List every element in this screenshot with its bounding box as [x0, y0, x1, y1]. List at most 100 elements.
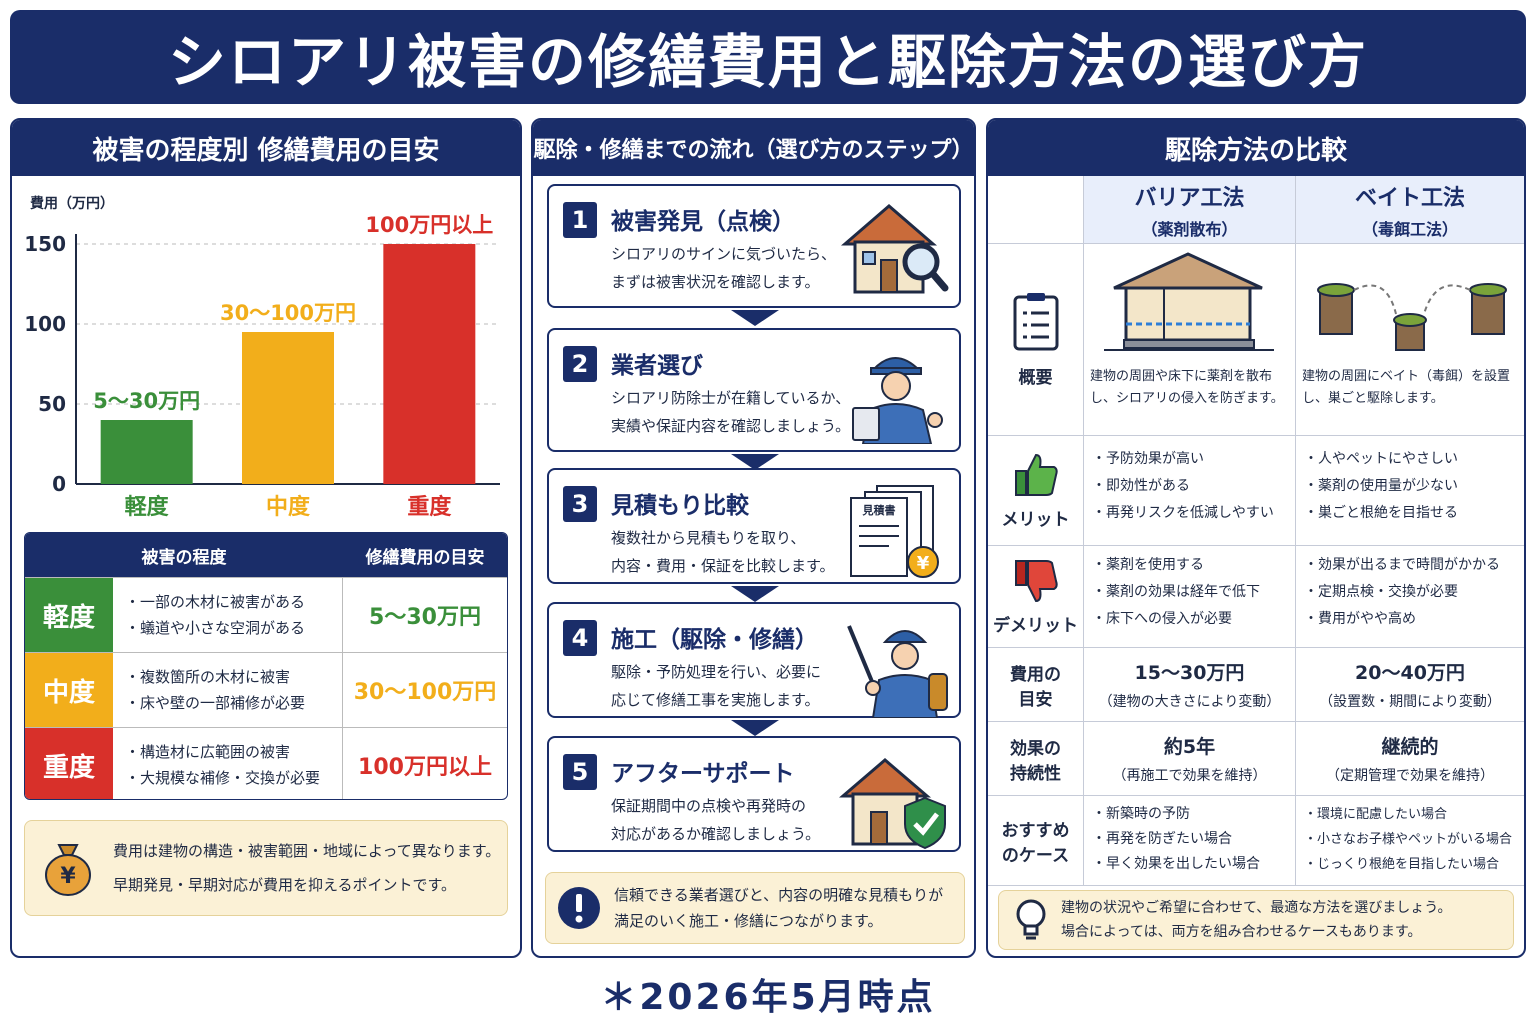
merit-label: メリット: [988, 436, 1084, 545]
flow-arrow: [731, 586, 779, 602]
checklist-icon: [1013, 293, 1058, 351]
overview-label: 概要: [988, 244, 1084, 435]
barrier-cost: 15〜30万円 （建物の大きさにより変動）: [1084, 648, 1296, 721]
step-title: 施工（駆除・修繕）: [611, 627, 818, 653]
bar-1: [100, 420, 193, 484]
step-number: 5: [563, 754, 597, 790]
damage-description: ・構造材に広範囲の被害 ・大規模な補修・交換が必要: [113, 728, 343, 799]
step-1: 1 被害発見（点検） シロアリのサインに気づいたら、 まずは被害状況を確認します。: [547, 184, 961, 308]
damage-level-label: 中度: [25, 653, 113, 727]
step-desc: 複数社から見積もりを取り、 内容・費用・保証を比較します。: [611, 529, 835, 575]
repair-cost: 30〜100万円: [353, 680, 497, 705]
step-desc: シロアリのサインに気づいたら、 まずは被害状況を確認します。: [611, 245, 837, 291]
step-number: 4: [563, 620, 597, 656]
flow-arrow: [731, 454, 779, 470]
title-bar: シロアリ被害の修繕費用と駆除方法の選び方: [10, 10, 1526, 104]
step-title: 見積もり比較: [611, 493, 749, 519]
y-tick-label: 150: [24, 232, 66, 256]
cost-label: 費用の 目安: [988, 648, 1084, 721]
step-desc: シロアリ防除士が在籍しているか、 実績や保証内容を確認しましょう。: [611, 389, 851, 435]
duration-row: 効果の 持続性 約5年 （再施工で効果を維持） 継続的 （定期管理で効果を維持）: [988, 722, 1524, 796]
repair-cost-header: 修繕費用の目安: [365, 547, 485, 568]
cost-panel-header: 被害の程度別 修繕費用の目安: [12, 120, 520, 176]
damage-table-row: 軽度 ・一部の木材に被害がある ・蟻道や小さな空洞がある 5〜30万円: [25, 577, 507, 652]
svg-text:¥: ¥: [60, 864, 76, 889]
bar-data-label: 30〜100万円: [220, 301, 356, 325]
compare-panel: 駆除方法の比較 バリア工法 （薬剤散布） ベイト工法 （毒餌工法） 概要: [986, 118, 1526, 958]
page-title: シロアリ被害の修繕費用と駆除方法の選び方: [167, 28, 1368, 96]
bar-2: [242, 332, 334, 484]
thumbs-down-icon: [1014, 560, 1058, 603]
step-3: 3 見積もり比較 複数社から見積もりを取り、 内容・費用・保証を比較します。 見積…: [547, 468, 961, 584]
damage-table-header: 被害の程度 修繕費用の目安: [25, 533, 507, 577]
bait-overview: 建物の周囲にベイト（毒餌）を設置し、巣ごと駆除します。: [1296, 244, 1524, 435]
house-shield-icon: [839, 758, 946, 850]
cost-note: ¥ 費用は建物の構造・被害範囲・地域によって異なります。 早期発見・早期対応が費…: [24, 820, 508, 916]
damage-table: 被害の程度 修繕費用の目安 軽度 ・一部の木材に被害がある ・蟻道や小さな空洞がある…: [24, 532, 508, 800]
x-category-label: 軽度: [125, 494, 170, 518]
yen-coin-symbol: ¥: [917, 553, 930, 574]
step-desc: 駆除・予防処理を行い、必要に 応じて修繕工事を実施します。: [611, 663, 822, 709]
duration-label: 効果の 持続性: [988, 722, 1084, 795]
step-desc: 保証期間中の点検や再発時の 対応があるか確認しましょう。: [611, 797, 821, 843]
step-5: 5 アフターサポート 保証期間中の点検や再発時の 対応があるか確認しましょう。: [547, 736, 961, 852]
bait-merits: ・人やペットにやさしい ・薬剤の使用量が少ない ・巣ごと根絶を目指せる: [1304, 451, 1458, 521]
worker-sprayer-icon: [847, 625, 948, 718]
step-title: 被害発見（点検）: [611, 209, 795, 235]
damage-table-row: 中度 ・複数箇所の木材に被害 ・床や壁の一部補修が必要 30〜100万円: [25, 652, 507, 727]
x-category-label: 重度: [407, 494, 452, 518]
damage-description: ・複数箇所の木材に被害 ・床や壁の一部補修が必要: [113, 653, 343, 727]
bar-data-label: 5〜30万円: [93, 389, 200, 413]
compare-panel-header: 駆除方法の比較: [988, 120, 1524, 176]
barrier-overview: 建物の周囲や床下に薬剤を散布し、シロアリの侵入を防ぎます。: [1084, 244, 1296, 435]
estimate-doc-label: 見積書: [862, 503, 896, 517]
step-4: 4 施工（駆除・修繕） 駆除・予防処理を行い、必要に 応じて修繕工事を実施します。: [547, 602, 961, 718]
estimate-documents-icon: 見積書 ¥: [850, 485, 939, 578]
flow-arrow: [731, 310, 779, 326]
bar-3: [383, 244, 476, 484]
barrier-merits: ・予防効果が高い ・即効性がある ・再発リスクを低減しやすい: [1084, 436, 1296, 545]
flow-panel: 駆除・修繕までの流れ（選び方のステップ） 1 被害発見（点検） シロアリのサイン…: [531, 118, 976, 958]
exclamation-icon: [558, 887, 600, 929]
damage-level-label: 軽度: [25, 578, 113, 652]
y-tick-label: 0: [52, 472, 66, 496]
step-2: 2 業者選び シロアリ防除士が在籍しているか、 実績や保証内容を確認しましょう。: [547, 328, 961, 452]
compare-corner: [988, 176, 1084, 243]
money-bag-icon: ¥: [45, 844, 91, 896]
barrier-house-illustration: [1104, 252, 1274, 351]
bar-data-label: 100万円以上: [365, 213, 493, 237]
compare-note-line2: 場合によっては、両方を組み合わせるケースもあります。: [1061, 924, 1422, 940]
compare-table: バリア工法 （薬剤散布） ベイト工法 （毒餌工法） 概要: [988, 176, 1524, 886]
bait-method-header: ベイト工法 （毒餌工法）: [1296, 176, 1524, 243]
case-label: おすすめ のケース: [988, 796, 1084, 885]
bait-duration: 継続的 （定期管理で効果を維持）: [1326, 736, 1494, 784]
flow-arrow: [731, 720, 779, 736]
damage-level-header: 被害の程度: [141, 547, 227, 568]
step-title: アフターサポート: [611, 761, 795, 787]
step-number: 3: [563, 486, 597, 522]
bait-cost: 20〜40万円 （設置数・期間により変動）: [1319, 662, 1501, 710]
barrier-method-header: バリア工法 （薬剤散布）: [1084, 176, 1296, 243]
bait-demerits: ・効果が出るまで時間がかかる ・定期点検・交換が必要 ・費用がやや高め: [1304, 557, 1500, 627]
step-number: 1: [563, 202, 597, 238]
step-title: 業者選び: [611, 353, 703, 379]
flow-note: 信頼できる業者選びと、内容の明確な見積もりが 満足のいく施工・修繕につながります…: [545, 872, 965, 944]
y-tick-label: 100: [24, 312, 66, 336]
demerit-label: デメリット: [988, 546, 1084, 647]
overview-row: 概要 建物の周囲や床下に薬剤を散布し、シロアリの侵入を防ぎます。: [988, 244, 1524, 436]
cost-chart: 費用（万円） 0 50 100 150 5〜30万円 軽度 30〜100万円 中度 100万円以上…: [12, 178, 520, 518]
cost-panel: 被害の程度別 修繕費用の目安 費用（万円） 0 50 100 150 5〜30万円 軽度 30…: [10, 118, 522, 958]
cost-note-line1: 費用は建物の構造・被害範囲・地域によって異なります。: [113, 842, 501, 860]
y-axis-label: 費用（万円）: [30, 195, 114, 212]
barrier-cases: ・新築時の予防 ・再発を防ぎたい場合 ・早く効果を出したい場合: [1084, 796, 1296, 885]
cost-note-line2: 早期発見・早期対応が費用を抑えるポイントです。: [113, 876, 457, 894]
flow-note-line1: 信頼できる業者選びと、内容の明確な見積もりが: [614, 886, 944, 904]
as-of-date: ＊2026年5月時点: [600, 977, 936, 1018]
cost-row: 費用の 目安 15〜30万円 （建物の大きさにより変動） 20〜40万円 （設置数・期…: [988, 648, 1524, 722]
damage-level-label: 重度: [25, 728, 113, 799]
compare-head-row: バリア工法 （薬剤散布） ベイト工法 （毒餌工法）: [988, 176, 1524, 244]
flow-panel-header: 駆除・修繕までの流れ（選び方のステップ）: [533, 120, 974, 176]
compare-note-line1: 建物の状況やご希望に合わせて、最適な方法を選びましょう。: [1061, 900, 1452, 916]
worker-clipboard-icon: [852, 357, 943, 444]
